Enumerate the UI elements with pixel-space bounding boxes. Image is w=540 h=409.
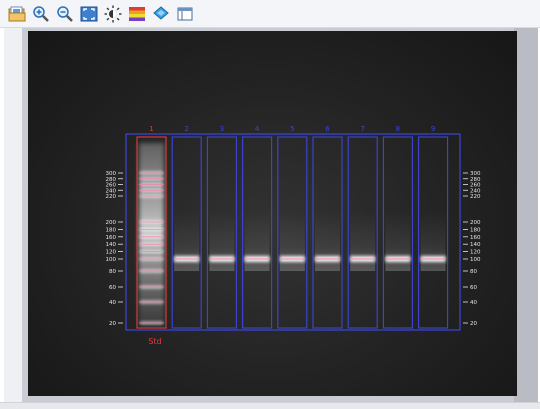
size-label-right-300: 300: [470, 171, 481, 177]
brightness-icon: [104, 5, 122, 22]
lane-outline: [206, 136, 237, 329]
size-label-left-140: 140: [106, 242, 117, 248]
lane-outline: [136, 136, 167, 329]
lane-number-label: 9: [431, 125, 435, 133]
zoom-in-icon: [33, 5, 49, 22]
size-label-left-120: 120: [106, 250, 117, 256]
size-label-left-300: 300: [106, 171, 117, 177]
size-label-right-80: 80: [470, 269, 477, 275]
size-label-right-100: 100: [470, 257, 481, 263]
size-label-left-200: 200: [106, 220, 117, 226]
zoom-out-button[interactable]: [54, 3, 76, 25]
size-label-right-120: 120: [470, 250, 481, 256]
lane-7[interactable]: 7: [347, 125, 378, 329]
size-label-right-180: 180: [470, 227, 481, 233]
lane-outline: [277, 136, 308, 329]
size-label-right-240: 240: [470, 188, 481, 194]
size-label-left-260: 260: [106, 183, 117, 189]
ladder-smear: [139, 143, 164, 323]
size-label-right-140: 140: [470, 242, 481, 248]
lane-outline: [242, 136, 273, 329]
lane-outline: [347, 136, 378, 329]
lane-outline: [382, 136, 413, 329]
color-map-button[interactable]: [126, 3, 148, 25]
size-label-right-220: 220: [470, 194, 481, 200]
size-label-left-180: 180: [106, 227, 117, 233]
lane-number-label: 2: [184, 125, 188, 133]
brightness-button[interactable]: [102, 3, 124, 25]
fit-to-window-icon: [80, 6, 98, 21]
lane-number-label: 4: [255, 125, 260, 133]
lane-5[interactable]: 5: [277, 125, 308, 329]
size-label-left-160: 160: [106, 235, 117, 241]
horizontal-scrollbar[interactable]: [0, 402, 540, 409]
lane-1[interactable]: 1: [136, 125, 167, 329]
lane-4[interactable]: 4: [242, 125, 273, 329]
lane-2[interactable]: 2: [171, 125, 202, 329]
lane-3[interactable]: 3: [206, 125, 237, 329]
lane-6[interactable]: 6: [312, 125, 343, 329]
size-label-right-260: 260: [470, 183, 481, 189]
layers-button[interactable]: [150, 3, 172, 25]
lane-8[interactable]: 8: [382, 125, 413, 329]
folder-image-icon: [8, 6, 26, 21]
fit-to-window-button[interactable]: [78, 3, 100, 25]
vertical-scrollbar[interactable]: [514, 28, 538, 403]
left-margin-strip: [4, 28, 22, 403]
size-label-right-200: 200: [470, 220, 481, 226]
size-label-left-280: 280: [106, 177, 117, 183]
size-label-right-280: 280: [470, 177, 481, 183]
size-label-right-20: 20: [470, 321, 477, 327]
zoom-in-button[interactable]: [30, 3, 52, 25]
size-label-left-60: 60: [109, 285, 116, 291]
color-map-icon: [129, 6, 145, 21]
size-label-left-20: 20: [109, 321, 116, 327]
lane-outline: [418, 136, 449, 329]
size-label-right-40: 40: [470, 300, 477, 306]
lane-number-label: 5: [290, 125, 294, 133]
lane-outline: [312, 136, 343, 329]
lane-number-label: 1: [149, 125, 153, 133]
lane-outline: [171, 136, 202, 329]
lane-number-label: 8: [396, 125, 400, 133]
gel-frame: [125, 133, 461, 331]
size-label-left-40: 40: [109, 300, 116, 306]
size-label-left-220: 220: [106, 194, 117, 200]
size-label-left-80: 80: [109, 269, 116, 275]
lane-number-label: 6: [325, 125, 330, 133]
lane-number-label: 7: [360, 125, 364, 133]
zoom-out-icon: [57, 5, 73, 22]
size-label-right-60: 60: [470, 285, 477, 291]
size-label-left-240: 240: [106, 188, 117, 194]
lane-number-label: 3: [220, 125, 224, 133]
size-label-right-160: 160: [470, 235, 481, 241]
ladder-std-label: Std: [148, 337, 161, 346]
size-label-left-100: 100: [106, 257, 117, 263]
toolbar: [0, 0, 540, 28]
open-image-button[interactable]: [6, 3, 28, 25]
panel-button[interactable]: [174, 3, 196, 25]
lane-9[interactable]: 9: [418, 125, 449, 329]
panel-icon: [177, 7, 193, 20]
layers-icon: [153, 5, 169, 20]
